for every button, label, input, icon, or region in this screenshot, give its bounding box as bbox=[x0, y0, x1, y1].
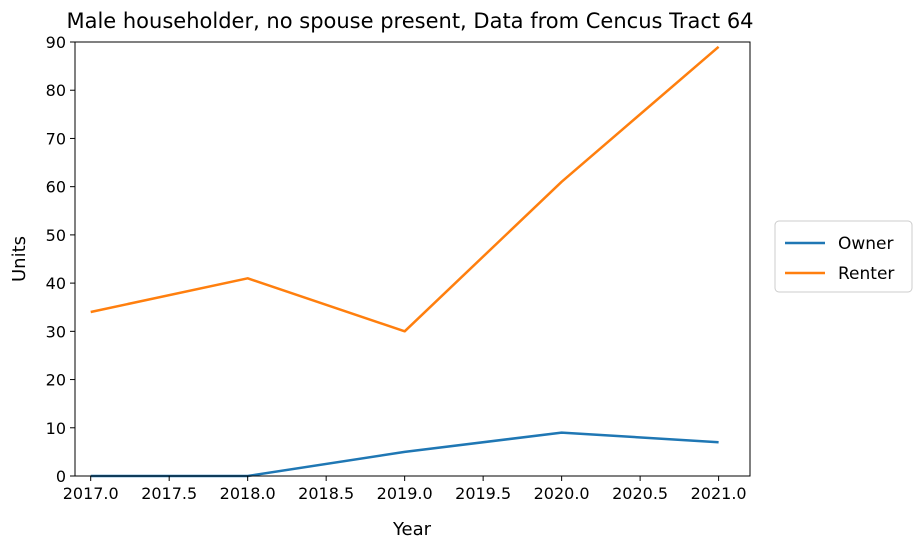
y-tick-label: 30 bbox=[46, 322, 66, 341]
y-tick-label: 0 bbox=[56, 467, 66, 486]
x-tick-label: 2020.0 bbox=[534, 484, 590, 503]
y-tick-label: 70 bbox=[46, 129, 66, 148]
x-tick-label: 2018.0 bbox=[220, 484, 276, 503]
y-tick-label: 60 bbox=[46, 178, 66, 197]
chart-title: Male householder, no spouse present, Dat… bbox=[66, 9, 753, 33]
y-axis-title: Units bbox=[9, 236, 30, 282]
x-tick-label: 2019.0 bbox=[377, 484, 433, 503]
legend: Owner Renter bbox=[774, 220, 913, 293]
x-tick-label: 2017.5 bbox=[141, 484, 197, 503]
series-line-owner bbox=[90, 431, 719, 478]
x-axis-title: Year bbox=[392, 519, 432, 540]
x-tick-label: 2018.5 bbox=[298, 484, 354, 503]
legend-label-owner: Owner bbox=[838, 234, 894, 254]
y-tick-label: 40 bbox=[46, 274, 66, 293]
x-tick-label: 2017.0 bbox=[63, 484, 119, 503]
series-line-renter bbox=[90, 45, 720, 333]
plot-frame bbox=[74, 41, 751, 477]
x-tick-label: 2021.0 bbox=[691, 484, 747, 503]
legend-label-renter: Renter bbox=[838, 264, 894, 284]
plot-area: 2017.0 2017.5 2018.0 2018.5 2019.0 2019.5 2020… bbox=[46, 33, 751, 503]
y-tick-label: 80 bbox=[46, 81, 66, 100]
x-tick-label: 2020.5 bbox=[612, 484, 668, 503]
y-tick-label: 10 bbox=[46, 419, 66, 438]
y-tick-label: 50 bbox=[46, 226, 66, 245]
y-tick-label: 90 bbox=[46, 33, 66, 52]
y-tick-label: 20 bbox=[46, 371, 66, 390]
x-tick-label: 2019.5 bbox=[455, 484, 511, 503]
